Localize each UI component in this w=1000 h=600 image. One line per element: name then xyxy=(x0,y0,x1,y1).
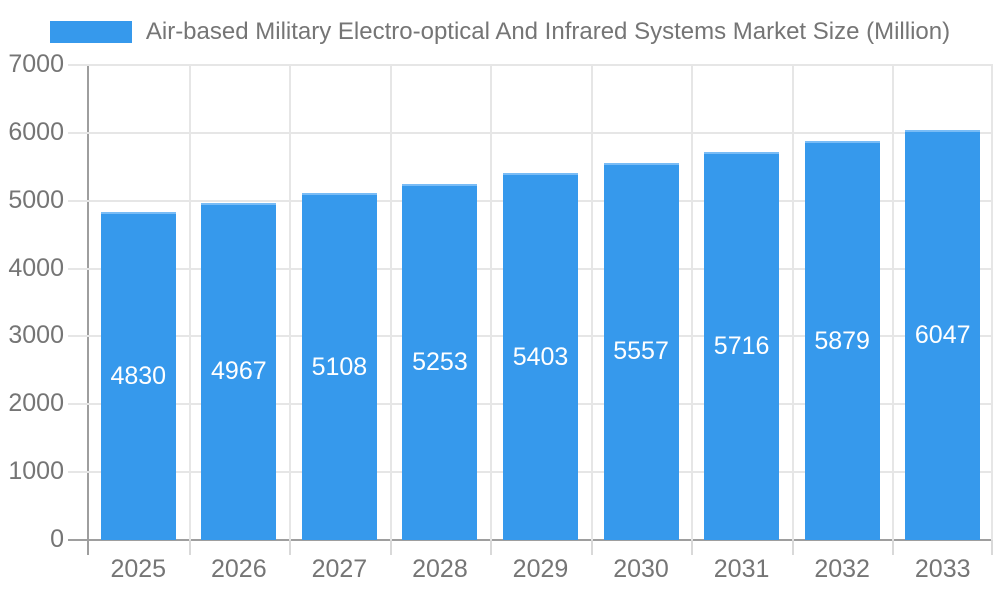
x-axis-tick-label: 2025 xyxy=(110,555,167,583)
x-gridline xyxy=(390,65,392,540)
x-axis-line xyxy=(68,539,993,541)
bar-2026[interactable] xyxy=(201,202,277,540)
bar-2030[interactable] xyxy=(603,162,679,540)
bar-2027[interactable] xyxy=(301,193,377,540)
y-axis-tick-label: 6000 xyxy=(8,117,64,146)
bar-value-label: 5108 xyxy=(311,352,368,381)
bar-value-label: 5879 xyxy=(814,326,870,355)
y-tick xyxy=(68,335,88,338)
y-axis-tick-label: 3000 xyxy=(8,321,64,350)
y-tick xyxy=(68,131,88,134)
x-gridline xyxy=(691,65,693,540)
bar-2031[interactable] xyxy=(704,152,780,540)
y-axis-tick-label: 0 xyxy=(50,525,64,553)
bar-value-label: 5557 xyxy=(613,337,669,366)
x-tick xyxy=(792,540,794,555)
x-axis-tick-label: 2031 xyxy=(713,555,770,583)
x-tick xyxy=(991,540,993,555)
bar-value-label: 5403 xyxy=(512,342,569,371)
y-tick xyxy=(68,267,88,270)
bar-value-label: 6047 xyxy=(914,320,971,349)
bar-2029[interactable] xyxy=(503,173,578,540)
x-tick xyxy=(490,540,492,555)
y-gridline xyxy=(88,131,993,134)
y-axis-tick-label: 5000 xyxy=(8,185,64,214)
x-axis-tick-label: 2026 xyxy=(211,555,267,583)
legend[interactable]: Air-based Military Electro-optical And I… xyxy=(0,18,1000,46)
x-gridline xyxy=(189,65,191,540)
x-gridline xyxy=(289,65,291,540)
x-tick xyxy=(390,540,392,555)
bar-value-label: 5716 xyxy=(713,332,770,361)
x-axis-tick-label: 2033 xyxy=(914,555,971,583)
x-gridline xyxy=(490,65,492,540)
x-tick xyxy=(189,540,191,555)
x-axis-tick-label: 2032 xyxy=(814,555,870,583)
x-tick xyxy=(289,540,291,555)
x-gridline xyxy=(892,65,894,540)
y-axis-tick-label: 4000 xyxy=(8,253,64,282)
legend-swatch-icon xyxy=(49,21,132,43)
x-tick xyxy=(591,540,593,555)
y-axis-tick-label: 2000 xyxy=(8,389,64,418)
bar-2033[interactable] xyxy=(905,129,981,540)
bar-2032[interactable] xyxy=(804,141,880,540)
x-axis-tick-label: 2027 xyxy=(311,555,368,583)
y-tick xyxy=(68,471,88,474)
bar-value-label: 5253 xyxy=(412,347,468,376)
legend-label: Air-based Military Electro-optical And I… xyxy=(145,18,951,45)
y-tick xyxy=(68,64,88,66)
bar-value-label: 4830 xyxy=(110,362,167,391)
x-axis-tick-label: 2029 xyxy=(512,555,569,583)
x-tick xyxy=(892,540,894,555)
bar-2025[interactable] xyxy=(100,212,176,540)
y-tick xyxy=(68,403,88,406)
y-gridline xyxy=(88,64,993,66)
x-gridline xyxy=(792,65,794,540)
y-axis-line xyxy=(87,65,89,555)
bar-2028[interactable] xyxy=(402,183,478,540)
x-axis-tick-label: 2028 xyxy=(412,555,468,583)
x-gridline xyxy=(991,65,993,540)
x-tick xyxy=(691,540,693,555)
x-gridline xyxy=(591,65,593,540)
plot-area: 4830 4967 5108 5253 5403 5557 5716 5879 6047 xyxy=(88,64,993,540)
x-axis-tick-label: 2030 xyxy=(613,555,669,583)
y-axis-tick-label: 7000 xyxy=(8,50,64,78)
bar-value-label: 4967 xyxy=(211,357,267,386)
y-axis-tick-label: 1000 xyxy=(8,457,64,486)
y-tick xyxy=(68,199,88,202)
